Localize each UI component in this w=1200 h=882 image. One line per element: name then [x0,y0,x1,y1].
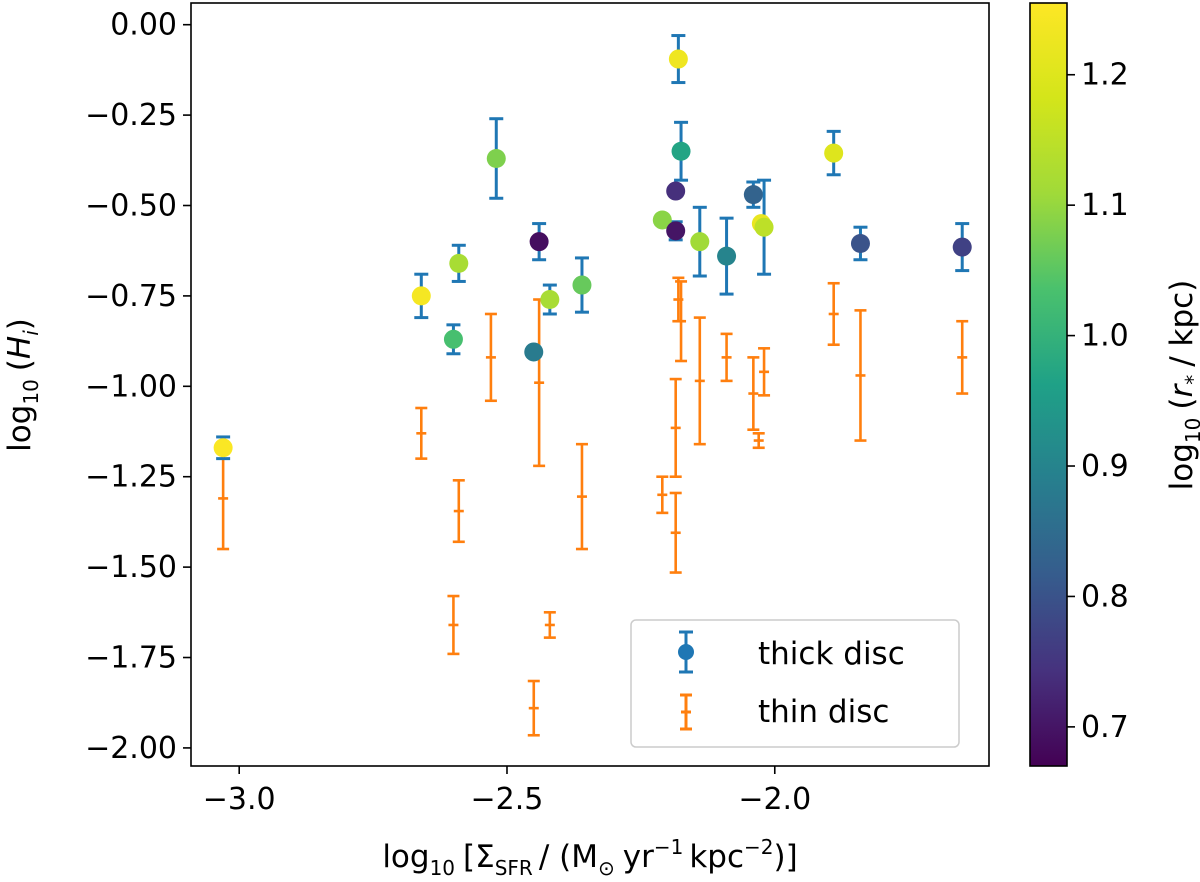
thin-disc-point [527,679,540,737]
thin-disc-series [217,276,969,737]
x-axis-label: log10 [ΣSFR / (M⊙ yr−1 kpc−2)] [382,835,797,880]
thick-disc-point [652,210,672,230]
y-tick-label: −1.00 [85,369,177,404]
thin-disc-point [452,479,465,544]
thick-disc-point [443,329,463,349]
y-tick-label: −0.75 [85,279,177,314]
thick-disc-point [850,233,870,253]
thick-disc-point [952,237,972,257]
legend: thick disc thin disc [630,619,960,748]
thin-disc-point [484,312,497,403]
colorbar-tick-label: 1.2 [1081,58,1129,93]
thin-disc-point [543,611,556,639]
thick-disc-point [666,181,686,201]
thin-disc-point [533,298,546,468]
thin-disc-point [827,281,840,347]
x-tick-label: −2.5 [471,782,544,817]
thick-disc-point [213,438,233,458]
thin-disc-point [747,356,760,432]
y-tick-label: −0.50 [85,189,177,224]
thin-disc-point [956,319,969,395]
thin-disc-point [675,280,688,363]
thin-disc-point [415,406,428,460]
thick-disc-point [690,232,710,252]
thick-disc-point [449,253,469,273]
y-tick-label: −1.25 [85,460,177,495]
y-tick-label: −1.75 [85,641,177,676]
thick-disc-point [411,286,431,306]
thick-disc-point [668,49,688,69]
legend-box [630,619,960,748]
x-tick-label: −3.0 [203,782,276,817]
thick-disc-point [540,290,560,310]
y-axis: 0.00 −0.25 −0.50 −0.75 −1.00 −1.25 −1.50 −1.75 −… [85,8,191,766]
thin-disc-point [758,347,771,397]
legend-marker-thick-disc [678,630,694,674]
thick-disc-point [754,217,774,237]
thick-disc-point [572,275,592,295]
y-axis-label: log10(Hi) [2,318,43,452]
thin-disc-point [752,432,765,450]
thick-disc-point [743,185,763,205]
colorbar-tick-label: 0.7 [1081,710,1129,745]
y-tick-label: 0.00 [110,8,177,43]
thick-disc-points [213,49,972,458]
legend-marker-thin-disc [680,693,692,731]
thin-disc-point [217,446,230,551]
thin-disc-point [672,276,685,323]
colorbar-axis: 0.7 0.8 0.9 1.0 1.1 1.2 [1067,58,1129,745]
plot-frame [190,2,990,767]
colorbar-label: log10(r*/ kpc) [1164,280,1200,491]
thin-disc-point [575,442,588,551]
thin-disc-point [447,594,460,656]
y-tick-label: −2.00 [85,731,177,766]
colorbar-tick-label: 1.0 [1081,319,1129,354]
colorbar-tick-label: 1.1 [1081,188,1129,223]
thin-disc-point [669,377,682,479]
thick-disc-point [717,246,737,266]
thin-disc-point [720,332,733,383]
colorbar-tick-label: 0.9 [1081,449,1129,484]
thick-disc-point [524,342,544,362]
thick-disc-point [824,143,844,163]
y-tick-label: −1.50 [85,550,177,585]
thick-disc-point [666,221,686,241]
legend-label-thin-disc: thin disc [758,694,889,730]
thick-disc-point [486,148,506,168]
colorbar [1029,2,1068,767]
thin-disc-point [656,475,669,515]
x-tick-label: −2.0 [738,782,811,817]
thin-disc-point [854,309,867,442]
x-axis: −3.0 −2.5 −2.0 [203,766,811,817]
thick-disc-errorbars [216,34,970,461]
thin-disc-point [693,316,706,446]
y-tick-label: −0.25 [85,98,177,133]
legend-label-thick-disc: thick disc [758,636,905,672]
thick-disc-point [671,141,691,161]
colorbar-tick-label: 0.8 [1081,579,1129,614]
thick-disc-point [529,232,549,252]
thin-disc-point [669,491,682,574]
